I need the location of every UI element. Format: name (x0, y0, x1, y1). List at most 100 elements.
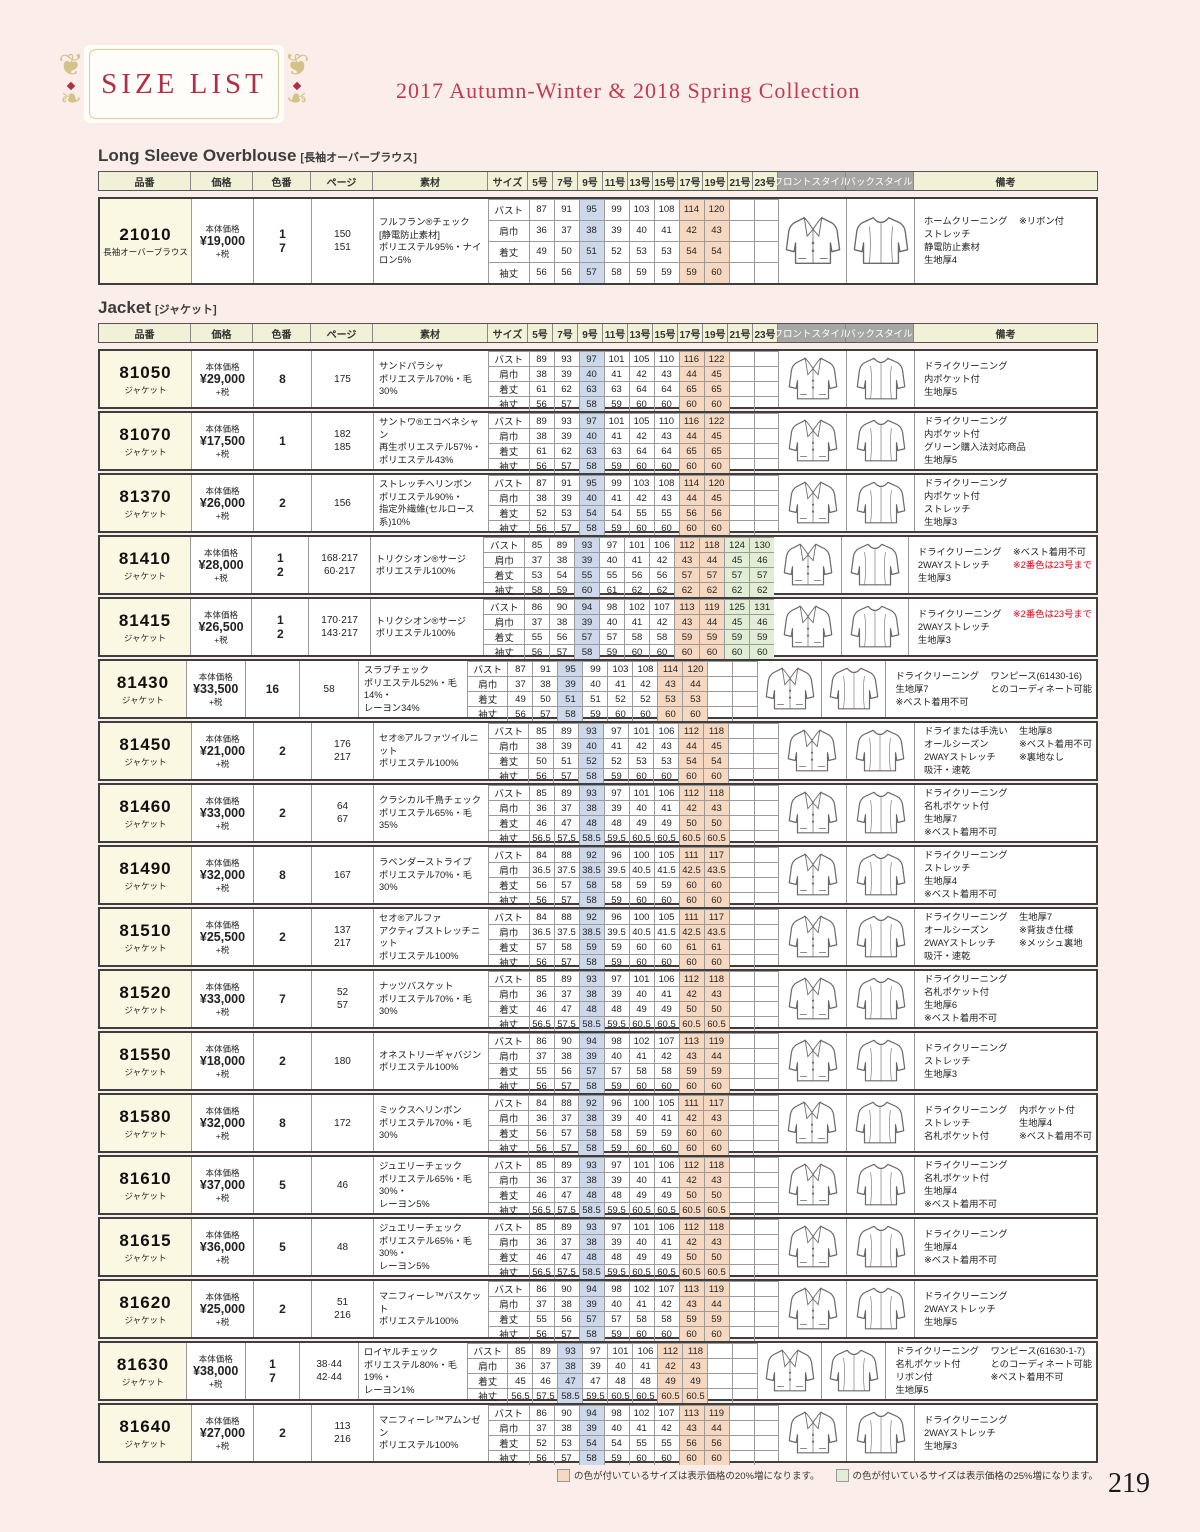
color-number-cell: 1 (254, 413, 312, 469)
measure-value: 37 (523, 614, 550, 630)
price-cell: 本体価格 ¥32,000 +税 (192, 847, 254, 903)
measure-value: 60 (703, 261, 730, 283)
measure-value: 36 (528, 219, 555, 242)
measurement-cell: バスト 86 90 94 98 102 107 113 119 125 131 肩巾 37 38 39 40 4… (484, 599, 775, 659)
color-number: 2 (279, 1302, 286, 1316)
measure-row: 袖丈 56 57 58 59 60 60 60 60 (489, 396, 779, 411)
product-code-cell: 81410 ジャケット (100, 537, 191, 593)
material-cell: ナッツバスケット ポリエステル70%・毛30% (374, 971, 489, 1027)
measure-value: 56 (528, 1140, 555, 1155)
measure-value: 58 (603, 877, 630, 893)
measure-value: 108 (653, 199, 680, 221)
front-style-cell (779, 351, 847, 407)
measure-row: バスト 86 90 94 98 102 107 113 119 (489, 1405, 779, 1421)
measure-label: 肩巾 (489, 219, 530, 242)
measure-value: 42 (653, 1420, 680, 1436)
measure-value: 43 (703, 1172, 730, 1188)
price-suffix: +税 (215, 1130, 230, 1141)
legend-text: の色が付いているサイズは表示価格の25%増になります。 (852, 1471, 1099, 1482)
measure-value: 48 (578, 1249, 605, 1265)
price-prefix: 本体価格 (205, 1415, 240, 1426)
measure-row: 着丈 52 53 54 54 55 55 56 56 (489, 1435, 779, 1451)
measure-row: バスト 85 89 93 97 101 106 112 118 (489, 1157, 779, 1173)
measurement-table: バスト 85 89 93 97 101 106 112 118 肩巾 36 37 38 39 40 41 42 4… (489, 1219, 779, 1279)
measure-value: 54 (578, 505, 605, 521)
measure-value: 92 (578, 847, 605, 863)
measure-value: 59 (603, 396, 630, 411)
product-type: ジャケット (124, 818, 167, 829)
measure-label: 袖丈 (489, 261, 530, 283)
measure-value: 89 (553, 1157, 580, 1173)
remark-line: ドライクリーニング (924, 360, 1092, 373)
measure-row: 着丈 45 46 47 47 48 48 49 49 (467, 1373, 758, 1389)
price-suffix: +税 (215, 1192, 230, 1203)
measure-value: 59 (748, 629, 775, 645)
measure-value: 41 (623, 552, 650, 568)
measure-value: 97 (603, 1219, 630, 1235)
measure-value (728, 924, 755, 940)
measure-value (753, 1219, 779, 1235)
measure-value: 93 (578, 1219, 605, 1235)
measure-value: 55 (528, 1311, 555, 1327)
back-style-drawing (852, 788, 910, 838)
measure-row: バスト 86 90 94 98 102 107 113 119 (489, 1281, 779, 1297)
remark-text: ドライクリーニング (924, 788, 1008, 798)
measure-value: 57 (553, 954, 580, 969)
measure-value: 60.5 (678, 1202, 705, 1217)
measure-label: 肩巾 (489, 1172, 530, 1188)
product-row: 81410 ジャケット 本体価格 ¥28,000 +税 1 2 168·217 60·217 トリ… (98, 535, 1098, 597)
product-row: 81550 ジャケット 本体価格 ¥18,000 +税 2 180 オネストリーギャバジン ポリ… (98, 1031, 1098, 1093)
col-header-size-9: 21号 (728, 324, 753, 342)
measurement-table: バスト 84 88 92 96 100 105 111 117 肩巾 36 37 38 39 40 41 42 4… (488, 1095, 779, 1155)
measure-value: 56.5 (528, 1264, 555, 1279)
product-type: ジャケット (121, 694, 164, 705)
measure-value: 105 (653, 909, 680, 925)
measure-row: 着丈 55 56 57 57 58 58 59 59 59 59 (484, 629, 775, 645)
measure-value: 59 (703, 1311, 730, 1327)
measure-value (707, 1373, 734, 1389)
product-code: 81460 (119, 796, 172, 816)
measure-value: 38 (528, 428, 555, 444)
front-style-cell (779, 1095, 847, 1151)
product-code: 81510 (119, 920, 172, 940)
front-style-cell (774, 599, 842, 655)
remark-text: ※ベスト着用不可 (924, 1013, 998, 1023)
measure-value: 62 (698, 582, 725, 597)
measure-row: バスト 84 88 92 96 100 105 111 117 (489, 909, 779, 925)
measure-value (728, 396, 755, 411)
measure-value: 58.5 (557, 1388, 584, 1403)
measure-value: 93 (553, 351, 580, 367)
measure-value: 88 (553, 1095, 580, 1111)
measure-value: 56 (548, 629, 575, 645)
measure-value: 64 (628, 443, 655, 459)
measurement-table: バスト 85 89 93 97 101 106 112 118 肩巾 36 37 38 39 40 41 42 4… (489, 971, 779, 1031)
measure-value: 60 (703, 396, 730, 411)
remark-line: ドライクリーニング (924, 477, 1092, 490)
remark-note: ※裏地なし (1018, 752, 1064, 762)
measure-row: 袖丈 56 57 58 59 60 60 60 60 (489, 954, 779, 969)
measure-value: 102 (628, 1033, 655, 1049)
material-line: レーヨン34% (363, 702, 420, 713)
measure-value: 38 (553, 1296, 580, 1312)
remark-line: ※ベスト着用不可 (924, 1198, 1092, 1211)
measure-value: 36 (528, 800, 555, 816)
measure-value: 46 (748, 552, 775, 568)
material-line: トリクシオン®サージ (375, 553, 467, 564)
measure-value: 41 (653, 1110, 680, 1126)
price-prefix: 本体価格 (205, 1229, 240, 1240)
col-header-size-7: 17号 (678, 324, 703, 342)
back-style-drawing (825, 664, 883, 714)
measure-value (707, 661, 734, 677)
measure-value: 39 (603, 1234, 630, 1250)
measure-row: 肩巾 36.5 37.5 38.5 39.5 40.5 41.5 42.5 43.5 (489, 924, 779, 940)
measure-value: 60 (628, 396, 655, 411)
remark-line: ドライクリーニング (924, 1290, 1092, 1303)
measure-value: 60 (653, 768, 680, 783)
measure-value: 38 (553, 1420, 580, 1436)
measure-value: 65 (703, 381, 730, 397)
remark-text: 2WAYストレッチ (924, 1303, 996, 1314)
measure-value: 39 (603, 1110, 630, 1126)
product-code-cell: 81460 ジャケット (100, 785, 192, 841)
product-code-cell: 81510 ジャケット (100, 909, 192, 965)
